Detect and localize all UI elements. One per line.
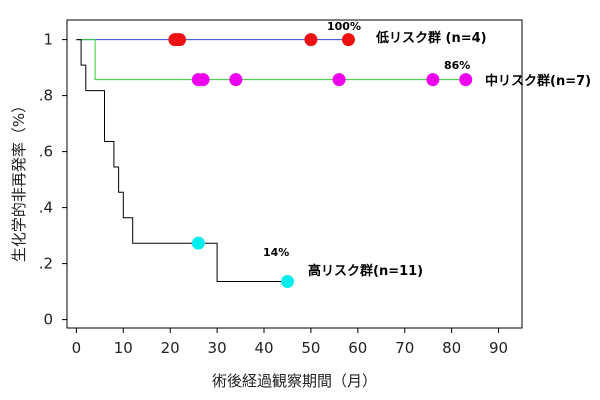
high-risk-legend-label: 高リスク群(n=11) [308,263,423,279]
mid-risk-end-value: 86% [444,59,470,72]
high-risk-end-value: 14% [263,246,289,259]
mid-risk-censor-marker [332,73,346,87]
series-labels: 100% 低リスク群 (n=4) 86% 中リスク群(n=7) 14% 高リスク群(n=1… [263,20,591,279]
mid-risk-censor-marker [459,73,473,87]
plot-border [66,19,523,329]
x-tick-label: 70 [395,339,414,357]
mid-risk-legend-label: 中リスク群(n=7) [485,73,591,89]
y-tick-label: 0 [43,311,53,329]
mid-risk-curve [76,39,466,81]
low-risk-end-value: 100% [327,20,361,33]
y-tick-label: .2 [39,255,53,273]
x-tick-label: 0 [72,339,82,357]
y-tick-label: 1 [43,31,53,49]
x-axis-label: 術後経過観察期間（月） [212,372,377,390]
x-tick-label: 30 [208,339,227,357]
x-tick-label: 50 [301,339,320,357]
y-axis-label: 生化学的非再発率（%） [10,98,28,262]
y-tick-label: .8 [39,87,53,105]
low-risk-legend-label: 低リスク群 (n=4) [375,30,487,46]
x-tick-label: 10 [114,339,133,357]
low-risk-censor-marker [304,33,318,47]
x-tick-label: 40 [254,339,273,357]
y-tick-label: .6 [39,143,53,161]
mid-risk-censor-marker [229,73,243,87]
mid-risk-censor-marker [426,73,440,87]
low-risk-censor-marker [341,33,355,47]
censor-markers [168,33,473,289]
low-risk-censor-marker [173,33,187,47]
survival-curves [76,39,466,282]
plot-frame [66,19,523,329]
high-risk-curve [76,39,288,282]
x-tick-label: 60 [348,339,367,357]
high-risk-censor-marker [191,236,205,250]
axis-ticks: 0 10 20 30 40 50 60 70 80 90 0 .2 .4 .6 .8 1 [39,31,508,357]
y-tick-label: .4 [39,199,53,217]
x-tick-label: 20 [161,339,180,357]
high-risk-censor-marker [280,275,294,289]
x-tick-label: 90 [489,339,508,357]
x-tick-label: 80 [442,339,461,357]
mid-risk-censor-marker [196,73,210,87]
